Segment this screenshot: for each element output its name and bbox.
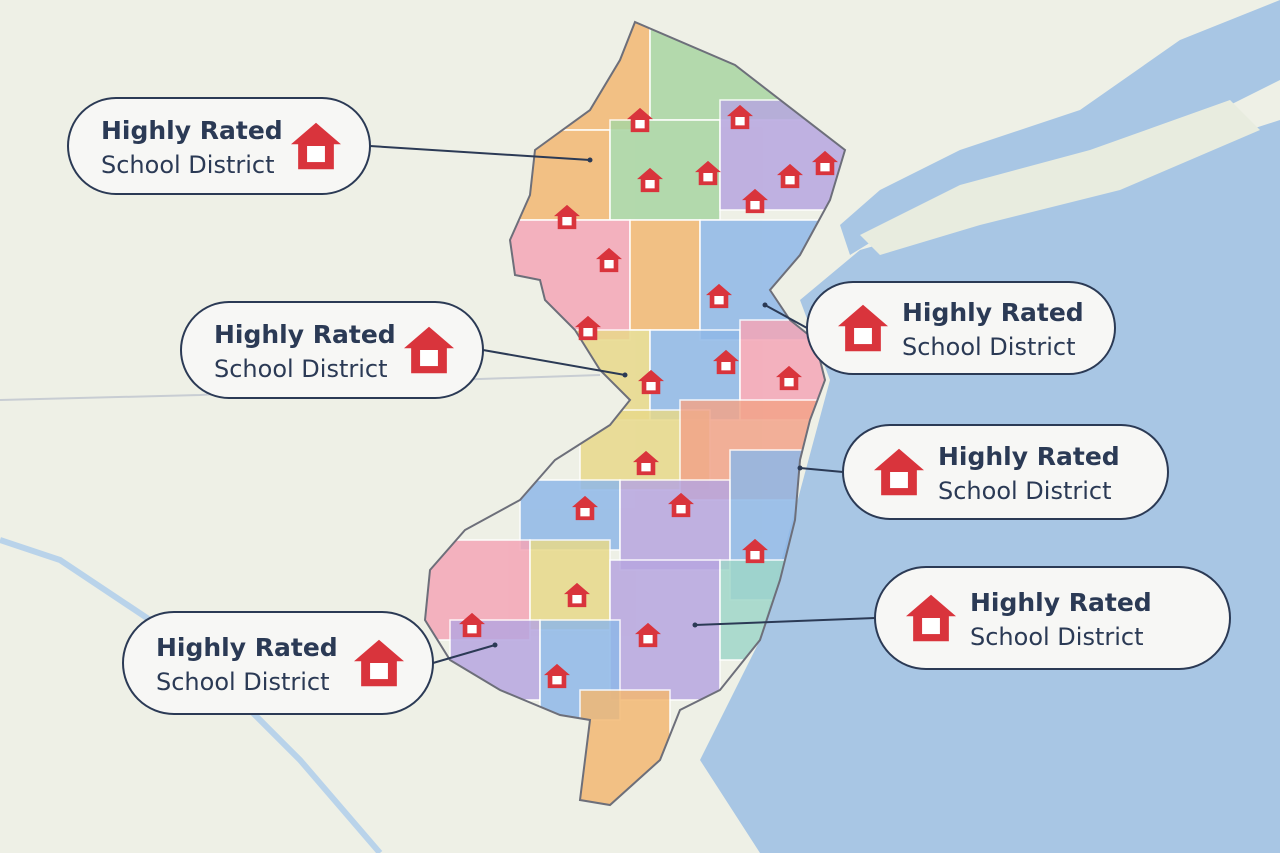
callout-box [806,281,1116,375]
leader-line [482,349,626,376]
leader-line [764,304,808,329]
callout: Highly Rated School District [762,281,1116,375]
callout-subtitle: School District [902,333,1076,361]
long-island [860,100,1260,255]
callout-subtitle: School District [970,623,1144,651]
callout-title: Highly Rated [902,298,1084,327]
callout-title: Highly Rated [156,633,338,662]
callout-box [122,611,434,715]
callout-box [67,97,371,195]
callout: Highly Rated School District [122,611,498,715]
county [529,539,611,631]
callout-subtitle: School District [938,477,1112,505]
callout-box [842,424,1169,520]
callout: Highly Rated School District [180,301,628,399]
callouts: Highly Rated School District Highly Rated S… [67,97,1231,715]
callout-box [180,301,484,399]
callout-subtitle: School District [214,355,388,383]
leader-dot [797,465,803,471]
leader-dot [622,372,628,378]
county [629,219,701,331]
county [619,479,731,571]
callout-subtitle: School District [101,151,275,179]
leader-line [369,145,591,161]
leader-line [799,467,844,473]
leader-dot [492,642,498,648]
callout-title: Highly Rated [970,588,1152,617]
callout: Highly Rated School District [692,566,1231,670]
leader-dot [692,622,698,628]
callout: Highly Rated School District [797,424,1169,520]
leader-dot [762,302,768,308]
county [609,559,721,701]
callout-title: Highly Rated [101,116,283,145]
leader-line [694,617,876,626]
callout-title: Highly Rated [938,442,1120,471]
callout-title: Highly Rated [214,320,396,349]
callout-subtitle: School District [156,668,330,696]
leader-dot [587,157,593,163]
callout-box [874,566,1231,670]
county [519,479,621,551]
callout: Highly Rated School District [67,97,593,195]
leader-line [432,644,496,664]
